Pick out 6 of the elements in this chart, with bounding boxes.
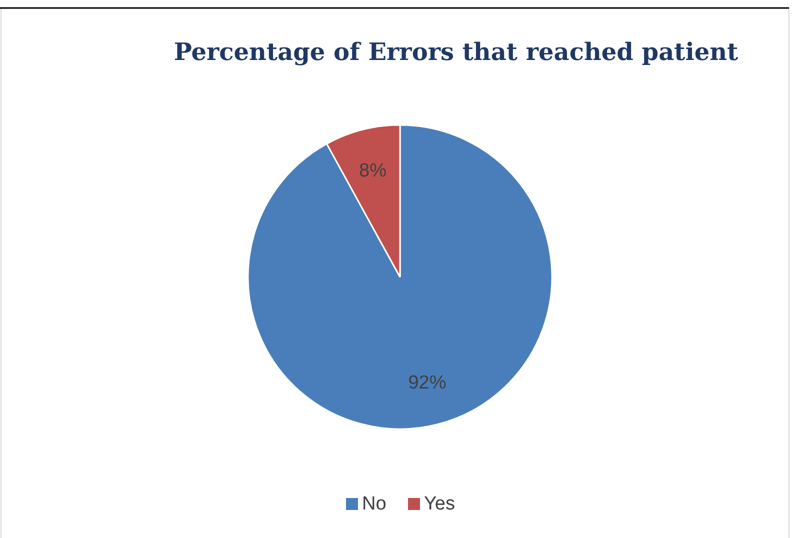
- data-label: 8%: [359, 160, 387, 182]
- pie-slice: [247, 124, 553, 430]
- chart-title: Percentage of Errors that reached patient: [174, 37, 738, 66]
- data-label: 92%: [408, 372, 446, 394]
- legend-label: Yes: [424, 494, 455, 514]
- legend-label: No: [362, 494, 386, 514]
